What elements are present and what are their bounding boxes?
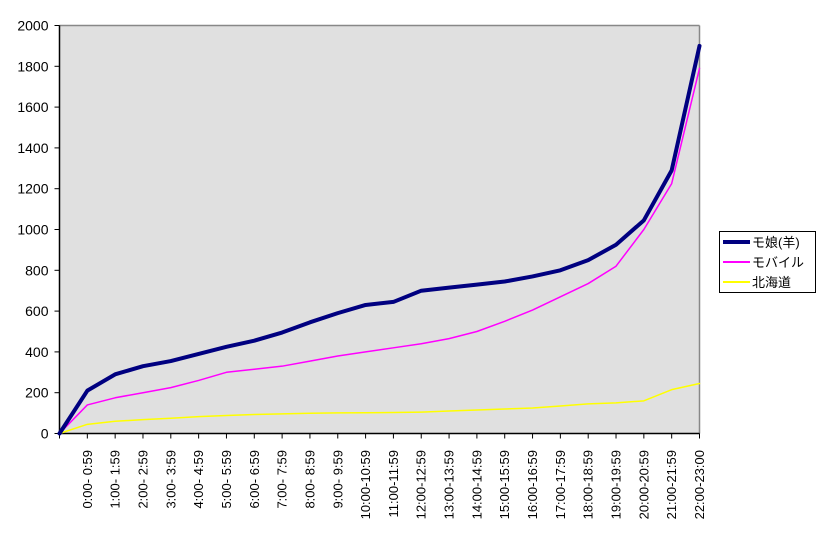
legend: モ娘(羊) モバイル 北海道 bbox=[719, 231, 816, 293]
x-tick-label: 13:00-13:59 bbox=[442, 450, 457, 519]
x-tick-label: 19:00-19:59 bbox=[609, 450, 624, 519]
x-tick-label: 11:00-11:59 bbox=[386, 450, 401, 517]
legend-item: モバイル bbox=[720, 252, 815, 272]
y-tick-label: 200 bbox=[25, 385, 49, 401]
legend-label: モバイル bbox=[752, 254, 805, 270]
y-tick-label: 1600 bbox=[17, 99, 48, 115]
y-tick-label: 800 bbox=[25, 262, 49, 278]
y-tick-label: 1000 bbox=[17, 222, 48, 238]
series-line bbox=[57, 43, 702, 436]
x-tick-label: 16:00-16:59 bbox=[525, 450, 540, 519]
legend-label: 北海道 bbox=[752, 274, 792, 290]
y-tick-label: 600 bbox=[25, 303, 49, 319]
x-tick-label: 5:00- 5:59 bbox=[219, 450, 234, 509]
x-tick-label: 2:00- 2:59 bbox=[135, 450, 150, 509]
x-tick-label: 3:00- 3:59 bbox=[163, 450, 178, 509]
x-tick-label: 22:00-23:00 bbox=[692, 450, 707, 519]
legend-line-swatch bbox=[723, 281, 750, 283]
series-line bbox=[58, 382, 701, 435]
y-tick-label: 0 bbox=[41, 426, 49, 442]
x-tick-label: 6:00- 6:59 bbox=[247, 450, 262, 509]
x-tick-label: 1:00- 1:59 bbox=[108, 450, 123, 509]
x-tick-label: 14:00-14:59 bbox=[469, 450, 484, 519]
legend-label: モ娘(羊) bbox=[752, 234, 800, 250]
plot-area bbox=[59, 25, 700, 434]
y-tick-label: 2000 bbox=[17, 18, 48, 34]
x-tick-label: 12:00-12:59 bbox=[414, 450, 429, 519]
x-tick-label: 9:00- 9:59 bbox=[330, 450, 345, 509]
series-line bbox=[58, 67, 701, 435]
x-tick-label: 10:00-10:59 bbox=[358, 450, 373, 519]
y-tick-label: 1800 bbox=[17, 58, 48, 74]
legend-item: モ娘(羊) bbox=[720, 232, 815, 252]
x-tick-label: 18:00-18:59 bbox=[581, 450, 596, 519]
x-tick-label: 15:00-15:59 bbox=[497, 450, 512, 519]
legend-item: 北海道 bbox=[720, 272, 815, 292]
legend-line-swatch bbox=[723, 240, 750, 244]
legend-line-swatch bbox=[723, 261, 750, 263]
x-tick-label: 20:00-20:59 bbox=[636, 450, 651, 519]
y-tick-label: 1400 bbox=[17, 140, 48, 156]
x-tick-label: 0:00- 0:59 bbox=[80, 450, 95, 509]
y-tick-label: 1200 bbox=[17, 181, 48, 197]
x-tick-label: 8:00- 8:59 bbox=[302, 450, 317, 509]
x-tick-label: 4:00- 4:59 bbox=[191, 450, 206, 509]
x-tick-label: 7:00- 7:59 bbox=[275, 450, 290, 509]
x-tick-label: 17:00-17:59 bbox=[553, 450, 568, 519]
x-tick-label: 21:00-21:59 bbox=[664, 450, 679, 519]
y-tick-label: 400 bbox=[25, 344, 49, 360]
